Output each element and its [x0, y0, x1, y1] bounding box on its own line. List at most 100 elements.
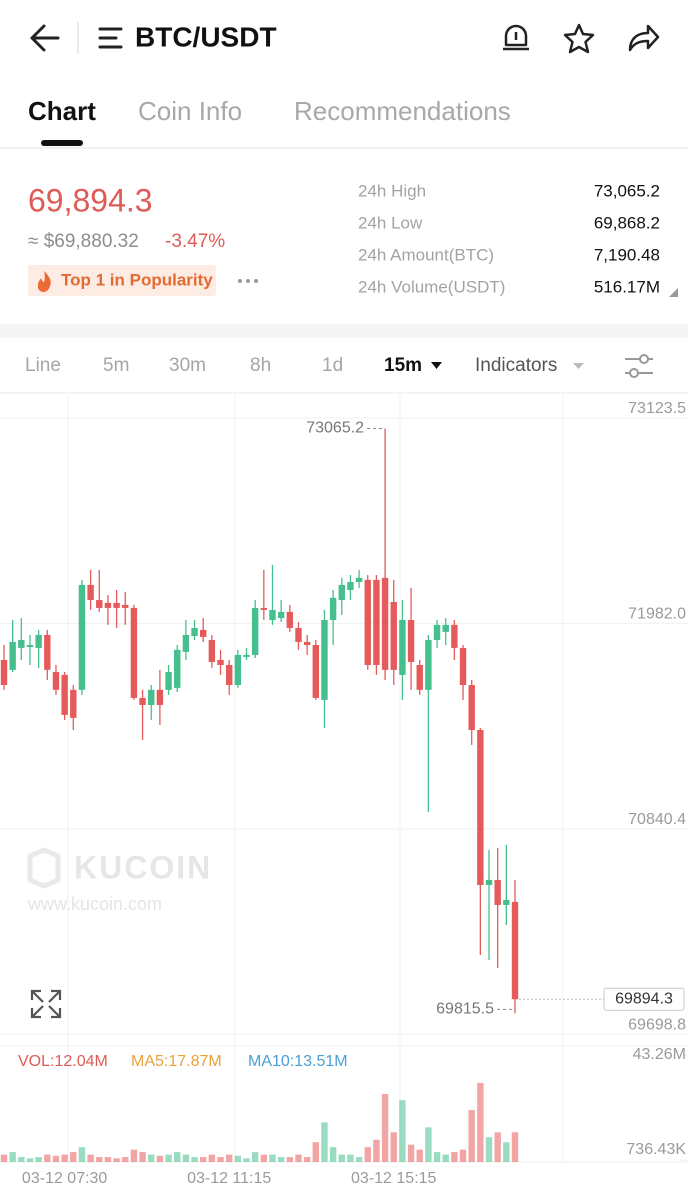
volume-bar [442, 1154, 449, 1162]
volume-bar [477, 1082, 484, 1162]
volume-bar [0, 1154, 8, 1162]
volume-bar [122, 1157, 129, 1162]
menu-button[interactable] [98, 27, 123, 49]
fullscreen-button[interactable] [30, 989, 62, 1019]
volume-bar [78, 1147, 86, 1162]
fiat-price: ≈ $69,880.32 [28, 231, 139, 252]
alert-button[interactable] [503, 24, 529, 51]
candle-body [191, 627, 198, 637]
more-button[interactable] [238, 279, 258, 283]
candle-body [225, 665, 233, 685]
share-button[interactable] [628, 24, 660, 52]
candle-body [174, 649, 181, 688]
chart-settings[interactable] [625, 354, 653, 378]
candle-body [104, 602, 112, 608]
interval[interactable]: Line [25, 355, 61, 376]
volume-bar [321, 1122, 328, 1162]
last-price: 69,894.3 [28, 182, 153, 218]
settings-lines [625, 358, 653, 374]
candle-body [148, 689, 155, 705]
candle-body [364, 579, 371, 666]
candle-body [139, 697, 146, 705]
candle-body [347, 582, 354, 590]
volume-bar [269, 1154, 276, 1162]
volume-bar [208, 1154, 216, 1162]
interval[interactable]: 1d [322, 355, 343, 376]
volume-tick-label: 736.43K [626, 1141, 686, 1158]
ma5-legend: MA5:17.87M [131, 1053, 222, 1070]
x-tick-label: 03-12 15:15 [351, 1170, 437, 1187]
volume-bar [200, 1157, 207, 1162]
volume-bar [260, 1154, 268, 1162]
favorite-button[interactable] [563, 23, 595, 54]
candle-body [61, 674, 68, 715]
candle-body [295, 627, 302, 642]
volume-bar [243, 1158, 250, 1162]
volume-bar [61, 1154, 68, 1162]
max-label: 73065.2 [306, 420, 364, 437]
candle-body [459, 647, 467, 685]
candle-body [251, 607, 259, 655]
y-tick-label: 70840.4 [628, 811, 686, 828]
watermark-logo [27, 847, 61, 889]
candle-body [312, 645, 319, 698]
volume-bar [70, 1152, 77, 1162]
volume-bar [399, 1100, 406, 1162]
volume-bar [87, 1154, 94, 1162]
popularity-badge[interactable]: Top 1 in Popularity [28, 265, 216, 296]
interval-selected[interactable]: 15m [384, 355, 422, 376]
candle-body [9, 641, 16, 670]
candle-body [260, 607, 268, 610]
stat-label: 24h Amount(BTC) [358, 245, 494, 264]
volume-bar [312, 1142, 319, 1162]
volume-bar [191, 1157, 198, 1162]
candle-body [52, 672, 60, 690]
candle-body [381, 577, 389, 670]
flame-icon [37, 271, 51, 292]
volume-bar [139, 1152, 146, 1162]
candle-body [217, 659, 224, 666]
tab[interactable]: Chart [28, 96, 96, 126]
candle-body [87, 584, 94, 601]
back-button[interactable] [30, 24, 60, 52]
candle-body [373, 579, 380, 666]
volume-bar [433, 1152, 441, 1162]
candle-body [433, 624, 441, 640]
y-tick-label: 71982.0 [628, 606, 686, 623]
interval[interactable]: 8h [250, 355, 271, 376]
tab-indicator [41, 140, 83, 146]
interval[interactable]: 30m [169, 355, 206, 376]
stat-label: 24h High [358, 181, 426, 200]
section-gap [0, 324, 688, 338]
volume-bar [407, 1144, 415, 1162]
candle-body [477, 729, 484, 885]
candle-body [165, 672, 172, 690]
y-tick-label: 73123.5 [628, 400, 686, 417]
candle-body [35, 634, 42, 648]
candle-body [329, 597, 337, 621]
volume-bar [494, 1132, 501, 1162]
min-label: 69815.5 [436, 1001, 494, 1018]
volume-bar [381, 1093, 389, 1162]
volume-bar [104, 1157, 112, 1162]
stat-label: 24h Volume(USDT) [358, 277, 505, 296]
tab[interactable]: Coin Info [138, 96, 242, 126]
indicators-button[interactable]: Indicators [475, 355, 557, 376]
volume-bar [511, 1132, 519, 1162]
bell-icon [503, 24, 529, 51]
candle-body [321, 620, 328, 700]
last-price-label: 69894.3 [615, 990, 673, 1007]
stat-value: 73,065.2 [594, 181, 660, 200]
volume-legend: VOL:12.04M [18, 1053, 108, 1070]
volume-bar [485, 1137, 493, 1162]
tab[interactable]: Recommendations [294, 96, 511, 126]
interval[interactable]: 5m [103, 355, 129, 376]
volume-bar [373, 1139, 380, 1162]
candle-body [390, 602, 397, 670]
candle-body [78, 584, 86, 690]
stat-label: 24h Low [358, 213, 423, 232]
volume-bar [251, 1152, 259, 1162]
watermark-brand: KUCOIN [74, 849, 212, 885]
